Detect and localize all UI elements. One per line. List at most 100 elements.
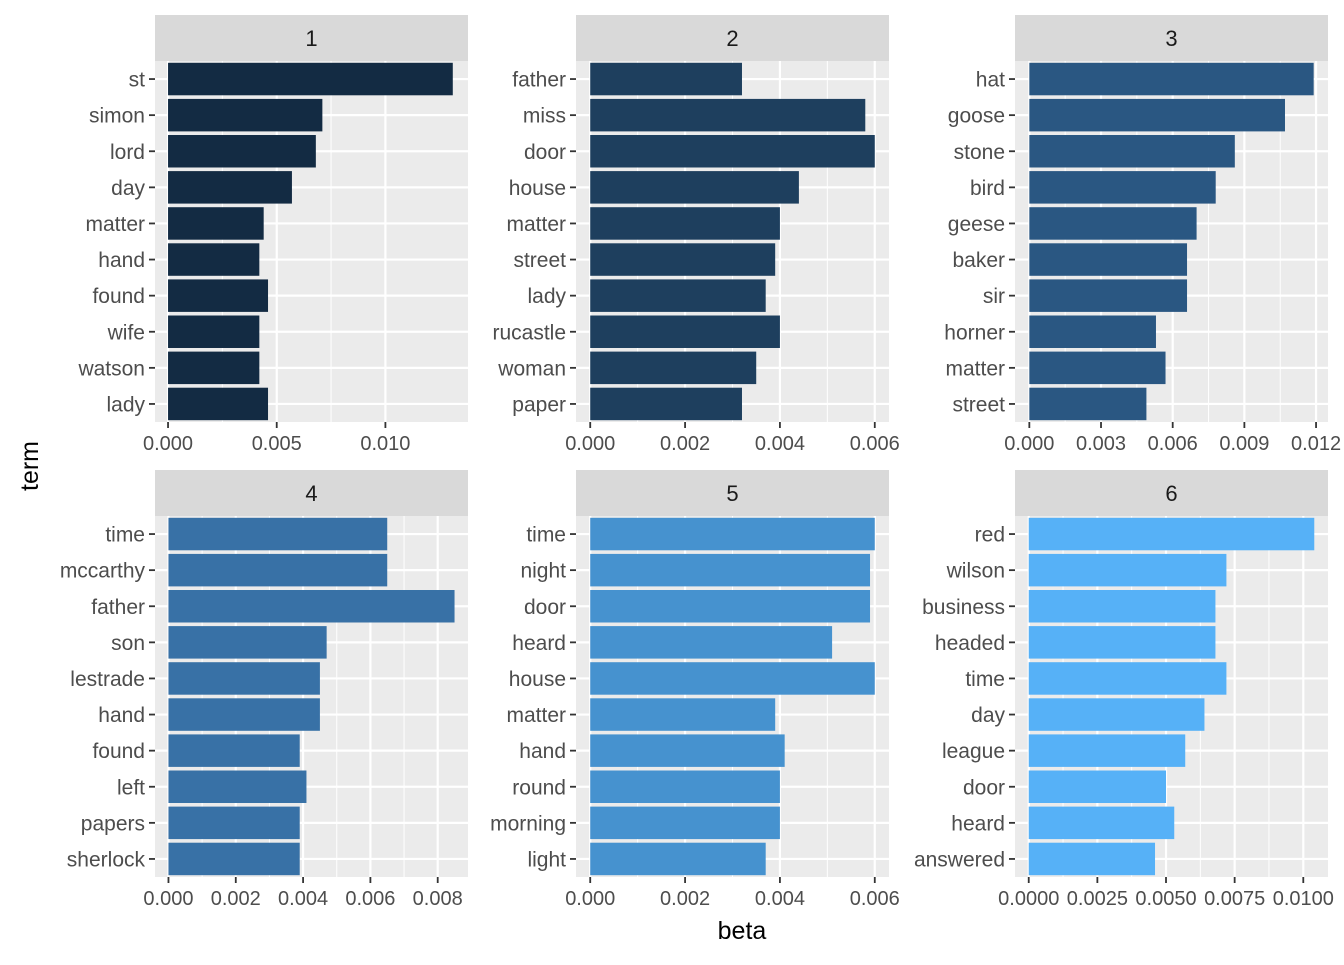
bar-headed	[1028, 626, 1216, 659]
y-tick-label: paper	[512, 393, 566, 416]
bar-hat	[1029, 62, 1314, 96]
facet-panel-1: 1 st simon lord day matter hand found wife watson…	[77, 15, 468, 455]
x-tick-label: 0.004	[755, 888, 805, 910]
y-tick-label: lord	[110, 141, 145, 164]
bar-morning	[590, 806, 780, 840]
bar-matter	[590, 207, 780, 240]
x-tick-label: 0.0000	[998, 888, 1059, 910]
x-tick-label: 0.0075	[1204, 888, 1265, 910]
y-tick-label: morning	[490, 812, 566, 835]
facet-strip	[576, 470, 889, 516]
bar-lady	[168, 387, 269, 421]
y-tick-label: headed	[935, 632, 1005, 655]
y-tick-label: wilson	[946, 560, 1005, 583]
x-tick-label: 0.000	[565, 433, 615, 455]
bar-rucastle	[590, 315, 780, 348]
bar-street	[590, 243, 776, 276]
bar-goose	[1029, 98, 1285, 132]
y-tick-label: bird	[970, 177, 1005, 200]
bar-house	[590, 662, 875, 695]
x-tick-label: 0.009	[1219, 433, 1269, 455]
bar-paper	[590, 387, 742, 421]
x-tick-label: 0.006	[1148, 433, 1198, 455]
y-tick-label: wife	[107, 321, 145, 344]
facet-strip-label: 1	[305, 26, 317, 51]
bar-time	[1028, 662, 1227, 695]
bar-father	[590, 62, 742, 96]
x-tick-label: 0.000	[1004, 433, 1054, 455]
x-tick-label: 0.000	[143, 888, 193, 910]
bar-found	[168, 279, 269, 312]
y-tick-label: heard	[512, 632, 566, 655]
y-tick-label: door	[524, 141, 566, 164]
facet-panel-3: 3 hat goose stone bird geese baker sir horner mat…	[944, 15, 1341, 455]
y-tick-label: answered	[914, 848, 1005, 871]
bar-door	[590, 590, 871, 623]
bar-day	[168, 171, 292, 204]
x-tick-label: 0.005	[252, 433, 302, 455]
facet-strip	[1015, 470, 1328, 516]
bar-lady	[590, 279, 766, 312]
y-tick-label: time	[526, 524, 566, 547]
x-tick-label: 0.002	[211, 888, 261, 910]
bar-father	[168, 590, 455, 623]
y-tick-label: time	[105, 524, 145, 547]
x-tick-label: 0.008	[413, 888, 463, 910]
y-tick-label: hand	[98, 249, 145, 272]
y-tick-label: heard	[951, 812, 1005, 835]
bar-watson	[168, 351, 260, 385]
y-tick-label: door	[963, 776, 1005, 799]
facet-panel-6: 6 red wilson business headed time day league doo…	[914, 470, 1334, 910]
y-tick-label: matter	[506, 213, 566, 236]
bar-horner	[1029, 315, 1156, 348]
y-tick-label: night	[520, 560, 566, 583]
bar-heard	[590, 626, 833, 659]
facet-panel-5: 5 time night door heard house matter hand round m…	[490, 470, 900, 910]
facet-strip-label: 6	[1165, 481, 1177, 506]
y-tick-label: st	[129, 69, 146, 92]
facet-strip-label: 4	[305, 481, 317, 506]
bar-red	[1028, 517, 1315, 551]
bar-wilson	[1028, 553, 1227, 587]
bar-papers	[168, 806, 300, 840]
y-tick-label: stone	[954, 141, 1005, 164]
x-tick-label: 0.006	[850, 888, 900, 910]
bar-lestrade	[168, 662, 320, 695]
bar-geese	[1029, 207, 1197, 240]
facet-strip-label: 2	[726, 26, 738, 51]
bar-woman	[590, 351, 757, 385]
bar-door	[590, 135, 875, 168]
bar-light	[590, 842, 766, 876]
facet-strip-label: 5	[726, 481, 738, 506]
bar-sherlock	[168, 842, 300, 876]
bar-bird	[1029, 171, 1216, 204]
y-tick-label: father	[91, 596, 145, 619]
y-tick-label: day	[971, 704, 1005, 727]
y-tick-label: found	[92, 285, 145, 308]
bar-hand	[590, 734, 785, 767]
bar-league	[1028, 734, 1186, 767]
y-tick-label: hat	[976, 69, 1005, 92]
bar-round	[590, 770, 780, 803]
bar-business	[1028, 590, 1216, 623]
x-tick-label: 0.002	[660, 433, 710, 455]
bar-lord	[168, 135, 316, 168]
y-tick-label: father	[512, 69, 566, 92]
y-tick-label: son	[111, 632, 145, 655]
facet-strip	[1015, 15, 1328, 61]
y-tick-label: matter	[945, 357, 1005, 380]
y-tick-label: watson	[77, 357, 145, 380]
y-tick-label: red	[975, 524, 1005, 547]
y-tick-label: simon	[89, 105, 145, 128]
y-tick-label: matter	[85, 213, 145, 236]
y-tick-label: found	[92, 740, 145, 763]
y-tick-label: mccarthy	[60, 560, 146, 583]
y-tick-label: lady	[527, 285, 566, 308]
y-tick-label: hand	[98, 704, 145, 727]
y-tick-label: left	[117, 776, 145, 799]
facet-strip	[155, 15, 468, 61]
bar-night	[590, 553, 871, 587]
bar-sir	[1029, 279, 1188, 312]
